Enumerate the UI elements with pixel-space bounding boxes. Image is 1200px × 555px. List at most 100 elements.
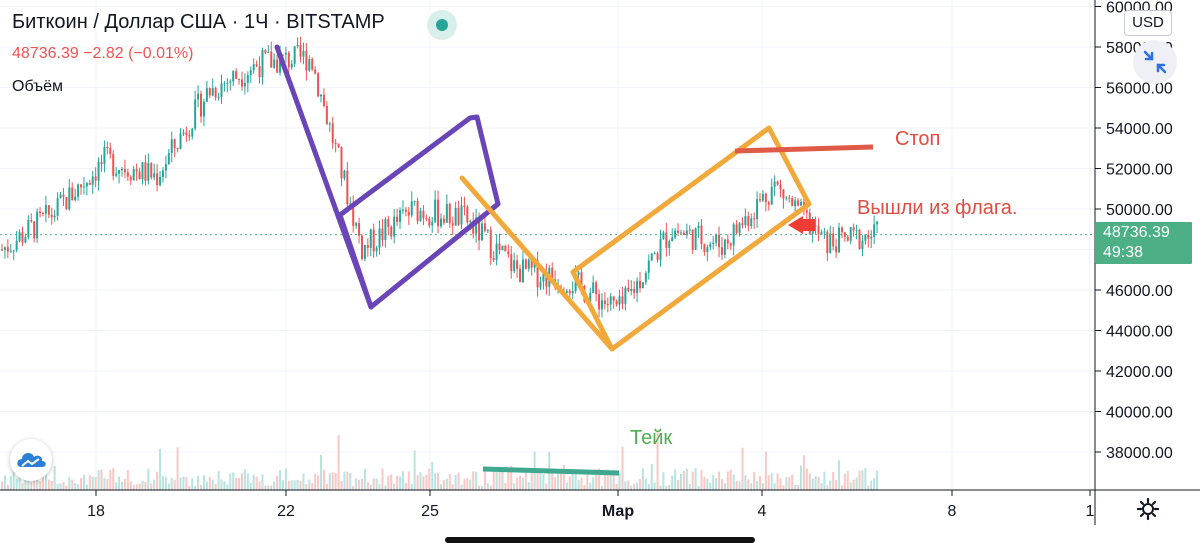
- last-price: 48736.39: [12, 45, 79, 62]
- x-tick-label: Мар: [602, 503, 634, 520]
- volume-bar: [144, 481, 147, 490]
- candle-body: [463, 205, 466, 208]
- volume-bar: [808, 473, 811, 490]
- bar-countdown: 49:38: [1103, 244, 1144, 261]
- volume-bar: [688, 483, 691, 490]
- volume-bar: [378, 484, 381, 490]
- candle-body: [123, 168, 126, 173]
- candle-body: [440, 218, 442, 227]
- candle-body: [36, 211, 39, 239]
- candle-body: [39, 211, 42, 213]
- volume-bar: [182, 476, 185, 490]
- candle-body: [173, 139, 176, 149]
- volume-bar: [437, 472, 440, 490]
- candle-body: [267, 51, 270, 53]
- candle-body: [428, 218, 431, 226]
- candle-body: [445, 204, 448, 223]
- volume-bar: [671, 475, 674, 490]
- volume-bar: [372, 478, 375, 490]
- candle-body: [156, 173, 159, 186]
- volume-bar: [483, 468, 486, 490]
- candle-body: [44, 205, 47, 214]
- volume-bar: [287, 480, 290, 490]
- candle-body: [88, 182, 91, 185]
- candle-body: [826, 231, 829, 254]
- symbol-title[interactable]: Биткоин / Доллар США · 1Ч · BITSTAMP: [12, 11, 385, 34]
- volume-bar: [794, 484, 797, 490]
- candle-body: [56, 198, 59, 216]
- volume-bar: [112, 468, 115, 490]
- candle-body: [109, 147, 112, 155]
- x-tick-label: 1: [1086, 503, 1095, 520]
- volume-bar: [797, 484, 800, 490]
- volume-bar: [568, 476, 571, 490]
- volume-bar: [30, 481, 33, 490]
- candle-body: [650, 253, 653, 261]
- candle-body: [504, 245, 507, 252]
- volume-bar: [606, 469, 609, 490]
- candle-body: [448, 204, 451, 224]
- volume-bar: [557, 473, 560, 490]
- volume-indicator-label[interactable]: Объём: [12, 78, 63, 95]
- volume-bar: [346, 471, 349, 490]
- candle-body: [609, 296, 612, 305]
- candle-body: [118, 170, 121, 174]
- candle-body: [360, 235, 363, 259]
- volume-bar: [246, 473, 249, 490]
- volume-bar: [723, 483, 726, 490]
- volume-bar: [855, 477, 858, 490]
- candle-body: [197, 93, 200, 100]
- candle-body: [595, 282, 598, 295]
- y-tick-label: 38000.00: [1106, 445, 1173, 462]
- volume-bar: [644, 478, 647, 490]
- candle-body: [530, 259, 533, 268]
- volume-bar: [861, 470, 864, 490]
- candle-body: [299, 44, 302, 57]
- candle-body: [179, 133, 182, 149]
- volume-bar: [817, 476, 820, 490]
- x-tick-label: 25: [421, 503, 439, 520]
- candle-body: [328, 123, 331, 125]
- candle-body: [401, 209, 404, 211]
- volume-bar: [565, 482, 568, 490]
- candle-body: [340, 147, 343, 179]
- volume-bar: [3, 475, 6, 490]
- volume-bar: [77, 484, 80, 490]
- market-status-icon[interactable]: [427, 10, 457, 40]
- volume-bar: [715, 478, 718, 490]
- volume-bar: [71, 479, 74, 490]
- collapse-arrows-icon[interactable]: [1133, 40, 1177, 84]
- candle-body: [235, 71, 238, 79]
- candle-body: [71, 187, 74, 201]
- volume-bar: [276, 475, 279, 490]
- tradingview-cloud-icon[interactable]: [10, 439, 52, 481]
- volume-bar: [317, 475, 320, 490]
- volume-bar: [15, 478, 18, 490]
- candle-body: [665, 232, 668, 248]
- candle-body: [606, 304, 609, 306]
- home-indicator[interactable]: [445, 537, 755, 543]
- candle-body: [337, 143, 340, 148]
- candle-body: [791, 198, 794, 207]
- volume-bar: [293, 480, 296, 490]
- volume-bar: [238, 478, 241, 490]
- volume-bar: [647, 483, 650, 490]
- candle-body: [314, 69, 317, 74]
- volume-bar: [74, 483, 77, 490]
- x-tick-label: 8: [948, 503, 957, 520]
- candle-body: [15, 240, 18, 251]
- candle-body: [764, 193, 767, 203]
- gear-icon[interactable]: [1134, 495, 1162, 523]
- volume-bar: [9, 475, 12, 490]
- volume-bar: [486, 483, 489, 490]
- volume-bar: [466, 478, 469, 490]
- candle-body: [644, 272, 647, 283]
- volume-bars: [1, 429, 879, 490]
- take-line: [482, 466, 620, 476]
- currency-button[interactable]: USD: [1124, 10, 1172, 36]
- candle-body: [308, 58, 311, 71]
- volume-bar: [273, 481, 276, 490]
- volume-bar: [720, 479, 723, 490]
- candle-body: [147, 163, 150, 181]
